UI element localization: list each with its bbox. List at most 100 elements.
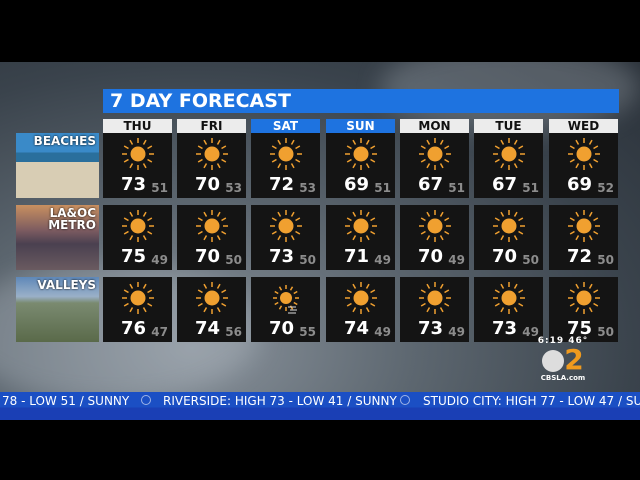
high-temp: 73 <box>418 318 444 339</box>
forecast-cell: 70 50 <box>177 205 246 270</box>
sun-icon <box>493 282 525 314</box>
region-label-line: LA&OC <box>49 206 96 220</box>
high-temp: 70 <box>195 246 221 267</box>
day-header: FRI <box>177 119 246 133</box>
sun-icon <box>122 282 154 314</box>
region-label: LA&OC METRO <box>48 207 96 231</box>
sun-icon <box>419 138 451 170</box>
low-temp: 50 <box>597 253 614 267</box>
sun-icon <box>568 210 600 242</box>
high-temp: 73 <box>121 174 147 195</box>
ticker-item: RIVERSIDE: HIGH 73 - LOW 41 / SUNNY <box>163 394 397 408</box>
region-thumbnail: VALLEYS <box>16 277 99 342</box>
high-temp: 73 <box>269 246 295 267</box>
day-header: THU <box>103 119 172 133</box>
sun-icon <box>345 282 377 314</box>
low-temp: 51 <box>522 181 539 195</box>
sun-icon <box>196 210 228 242</box>
station-site: CBSLA.com <box>540 374 586 382</box>
forecast-cell: 74 56 <box>177 277 246 342</box>
day-header: SAT <box>251 119 320 133</box>
forecast-cell: 70 53 <box>177 133 246 198</box>
forecast-cell: 70 55 <box>251 277 320 342</box>
low-temp: 52 <box>597 181 614 195</box>
region-thumbnail: LA&OC METRO <box>16 205 99 270</box>
sun-icon <box>345 210 377 242</box>
news-ticker: 78 - LOW 51 / SUNNY RIVERSIDE: HIGH 73 -… <box>0 392 640 420</box>
forecast-cell: 71 49 <box>326 205 395 270</box>
day-header: SUN <box>326 119 395 133</box>
forecast-cell: 75 49 <box>103 205 172 270</box>
high-temp: 70 <box>492 246 518 267</box>
low-temp: 53 <box>225 181 242 195</box>
sun-icon <box>196 138 228 170</box>
high-temp: 67 <box>418 174 444 195</box>
low-temp: 47 <box>151 325 168 339</box>
forecast-cell: 70 50 <box>474 205 543 270</box>
channel-number: 2 <box>564 343 584 376</box>
current-temp: 46° <box>568 336 589 346</box>
low-temp: 49 <box>374 253 391 267</box>
day-header: WED <box>549 119 618 133</box>
sun-icon <box>196 282 228 314</box>
weather-graphic: 7 DAY FORECAST THU FRI SAT SUN MON TUE WED BEAC… <box>0 62 640 420</box>
sun-icon <box>419 210 451 242</box>
low-temp: 50 <box>597 325 614 339</box>
forecast-cell: 76 47 <box>103 277 172 342</box>
sun-icon <box>270 210 302 242</box>
high-temp: 75 <box>121 246 147 267</box>
day-header: MON <box>400 119 469 133</box>
low-temp: 49 <box>448 325 465 339</box>
high-temp: 73 <box>492 318 518 339</box>
region-label-line: VALLEYS <box>37 278 96 292</box>
low-temp: 53 <box>299 181 316 195</box>
low-temp: 49 <box>151 253 168 267</box>
day-header: TUE <box>474 119 543 133</box>
sun-icon <box>568 282 600 314</box>
forecast-cell: 67 51 <box>474 133 543 198</box>
low-temp: 49 <box>522 325 539 339</box>
low-temp: 50 <box>522 253 539 267</box>
clock-time: 6:19 <box>537 336 565 346</box>
high-temp: 75 <box>567 318 593 339</box>
forecast-cell: 73 50 <box>251 205 320 270</box>
high-temp: 71 <box>344 246 370 267</box>
high-temp: 74 <box>195 318 221 339</box>
forecast-cell: 73 51 <box>103 133 172 198</box>
forecast-cell: 72 50 <box>549 205 618 270</box>
ticker-item: STUDIO CITY: HIGH 77 - LOW 47 / SU <box>423 394 640 408</box>
sun-icon <box>493 210 525 242</box>
low-temp: 49 <box>374 325 391 339</box>
station-logo: 6:19 46° 2 CBSLA.com <box>533 336 593 392</box>
forecast-cell: 70 49 <box>400 205 469 270</box>
cbs-eye-icon <box>400 395 410 405</box>
high-temp: 72 <box>567 246 593 267</box>
high-temp: 74 <box>344 318 370 339</box>
cbs-eye-icon <box>542 350 565 372</box>
low-temp: 56 <box>225 325 242 339</box>
ticker-item: 78 - LOW 51 / SUNNY <box>2 394 130 408</box>
page-title: 7 DAY FORECAST <box>103 89 619 113</box>
forecast-cell: 67 51 <box>400 133 469 198</box>
high-temp: 70 <box>195 174 221 195</box>
sun-icon <box>419 282 451 314</box>
region-label-line: BEACHES <box>33 134 96 148</box>
forecast-cell: 73 49 <box>474 277 543 342</box>
low-temp: 49 <box>448 253 465 267</box>
low-temp: 51 <box>151 181 168 195</box>
high-temp: 70 <box>269 318 295 339</box>
low-temp: 50 <box>225 253 242 267</box>
region-label: BEACHES <box>34 135 96 147</box>
sun-icon <box>122 138 154 170</box>
forecast-cell: 72 53 <box>251 133 320 198</box>
low-temp: 50 <box>299 253 316 267</box>
high-temp: 72 <box>269 174 295 195</box>
sun-icon <box>345 138 377 170</box>
forecast-cell: 69 51 <box>326 133 395 198</box>
region-label: VALLEYS <box>37 279 96 291</box>
high-temp: 69 <box>567 174 593 195</box>
high-temp: 67 <box>492 174 518 195</box>
sun-icon <box>493 138 525 170</box>
sun-icon <box>122 210 154 242</box>
sun-icon <box>568 138 600 170</box>
